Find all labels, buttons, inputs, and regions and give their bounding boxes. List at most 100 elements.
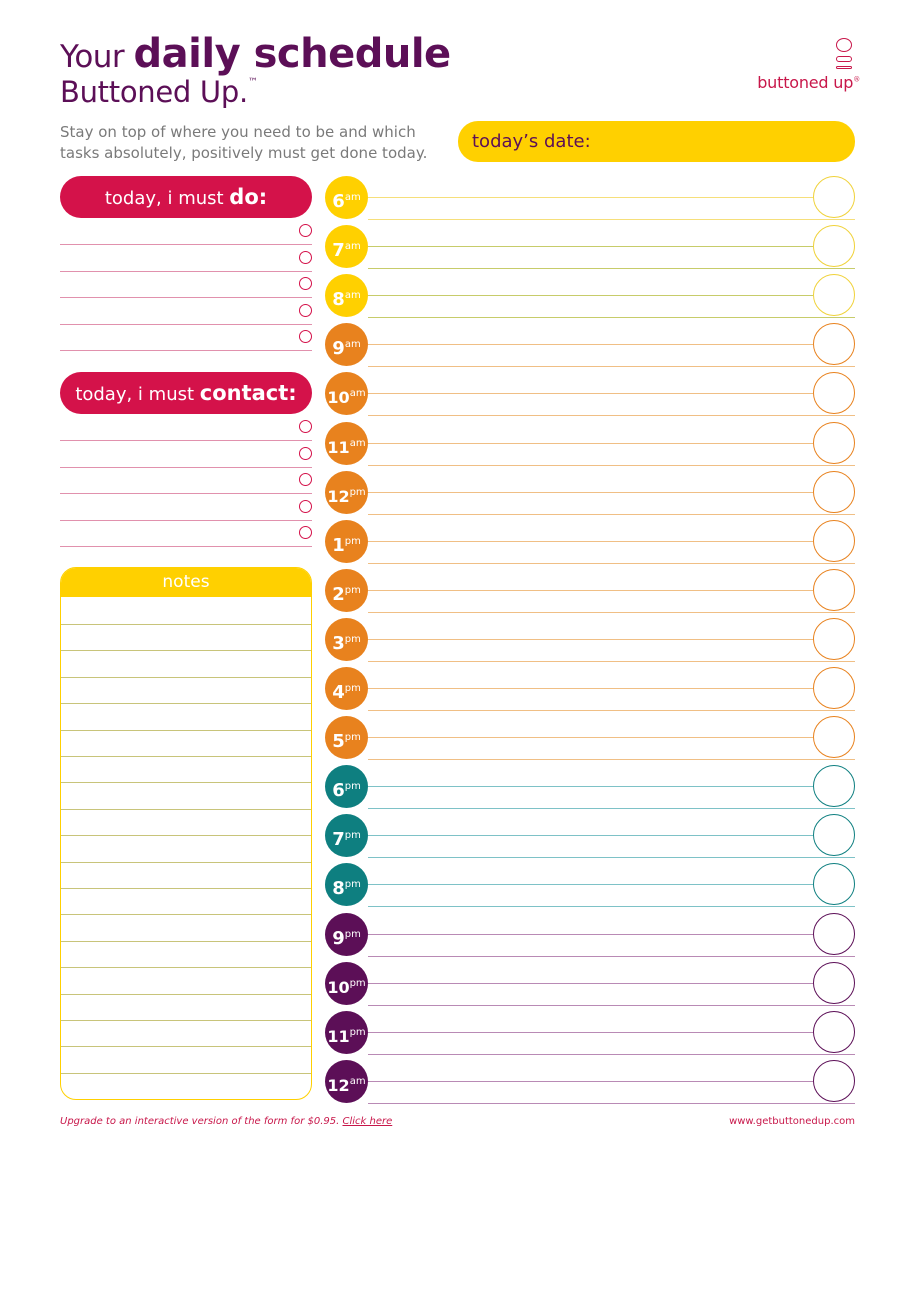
contact-item-line[interactable]	[60, 519, 312, 521]
schedule-row[interactable]: 5pm	[325, 716, 855, 765]
schedule-row[interactable]: 2pm	[325, 568, 855, 618]
hour-check-circle[interactable]	[813, 372, 855, 415]
hour-check-circle[interactable]	[813, 176, 855, 218]
hour-check-circle[interactable]	[813, 912, 855, 955]
contact-item-checkbox[interactable]	[299, 499, 312, 513]
schedule-row[interactable]: 4pm	[325, 667, 855, 716]
hour-divider	[368, 857, 855, 859]
contact-item-checkbox[interactable]	[299, 420, 312, 433]
notes-line[interactable]	[61, 940, 311, 942]
hour-badge: 7am	[325, 225, 368, 269]
hour-number: 3	[332, 632, 345, 654]
hour-check-circle[interactable]	[813, 568, 855, 611]
schedule-row[interactable]: 1pm	[325, 519, 855, 569]
hour-number: 6	[332, 191, 345, 212]
schedule-row[interactable]: 8pm	[325, 863, 855, 912]
contact-item-line[interactable]	[60, 546, 312, 547]
hour-check-circle[interactable]	[813, 961, 855, 1004]
hour-check-circle[interactable]	[813, 225, 855, 268]
notes-line[interactable]	[61, 993, 311, 995]
notes-panel: notes	[60, 567, 312, 1100]
todo-item-line[interactable]	[60, 323, 312, 325]
notes-line[interactable]	[61, 835, 311, 837]
schedule-row[interactable]: 11pm	[325, 1010, 855, 1060]
schedule-row[interactable]: 8am	[325, 274, 855, 323]
todo-item-checkbox[interactable]	[299, 277, 312, 290]
todo-item-checkbox[interactable]	[299, 303, 312, 317]
schedule-row[interactable]: 7pm	[325, 814, 855, 863]
hour-line	[368, 688, 813, 689]
buttons-icon	[834, 38, 854, 69]
hour-check-circle[interactable]	[813, 863, 855, 906]
notes-line[interactable]	[61, 756, 311, 757]
schedule-row[interactable]: 9pm	[325, 912, 855, 962]
upgrade-note: Upgrade to an interactive version of the…	[60, 1116, 392, 1127]
todo-item-line[interactable]	[60, 350, 312, 351]
schedule-row[interactable]: 7am	[325, 225, 855, 274]
contact-item-checkbox[interactable]	[299, 526, 312, 539]
hour-divider	[368, 710, 855, 711]
contact-item-checkbox[interactable]	[299, 446, 312, 460]
hour-check-circle[interactable]	[813, 470, 855, 513]
notes-line[interactable]	[61, 624, 311, 625]
hour-check-circle[interactable]	[813, 667, 855, 709]
hour-divider	[368, 268, 855, 270]
contact-item-line[interactable]	[60, 440, 312, 441]
todo-item-line[interactable]	[60, 297, 312, 298]
contact-item-line[interactable]	[60, 493, 312, 494]
hour-check-circle[interactable]	[813, 814, 855, 857]
todo-item-checkbox[interactable]	[299, 250, 312, 264]
hour-check-circle[interactable]	[813, 765, 855, 808]
website-url[interactable]: www.getbuttonedup.com	[729, 1116, 855, 1127]
schedule-row[interactable]: 6am	[325, 176, 855, 225]
notes-line[interactable]	[61, 650, 311, 652]
todo-item-line[interactable]	[60, 270, 312, 272]
hour-check-circle[interactable]	[813, 1059, 855, 1102]
schedule-row[interactable]: 11am	[325, 421, 855, 471]
hour-check-circle[interactable]	[813, 617, 855, 660]
hour-line	[368, 295, 813, 297]
schedule-row[interactable]: 10pm	[325, 961, 855, 1011]
date-label: today’s date:	[472, 131, 591, 152]
hour-badge: 7pm	[325, 814, 368, 858]
notes-line[interactable]	[61, 861, 311, 863]
hour-check-circle[interactable]	[813, 274, 855, 317]
hour-line	[368, 835, 813, 837]
todo-item-checkbox[interactable]	[299, 224, 312, 237]
hour-divider	[368, 415, 855, 417]
hour-check-circle[interactable]	[813, 421, 855, 464]
notes-line[interactable]	[61, 782, 311, 784]
notes-line[interactable]	[61, 1046, 311, 1048]
hour-check-circle[interactable]	[813, 1010, 855, 1053]
notes-line[interactable]	[61, 729, 311, 731]
schedule-row[interactable]: 9am	[325, 323, 855, 372]
notes-line[interactable]	[61, 1072, 311, 1074]
notes-line[interactable]	[61, 676, 311, 678]
hour-suffix: pm	[349, 977, 366, 989]
hour-divider	[368, 219, 855, 220]
notes-line[interactable]	[61, 1020, 311, 1021]
schedule-row[interactable]: 6pm	[325, 765, 855, 814]
contact-item-line[interactable]	[60, 466, 312, 468]
schedule-row[interactable]: 3pm	[325, 617, 855, 667]
notes-line[interactable]	[61, 703, 311, 705]
hour-badge: 3pm	[325, 617, 368, 661]
notes-line[interactable]	[61, 967, 311, 969]
todo-item-line[interactable]	[60, 244, 312, 245]
hour-check-circle[interactable]	[813, 716, 855, 759]
notes-line[interactable]	[61, 1099, 311, 1100]
contact-item-checkbox[interactable]	[299, 473, 312, 486]
hour-divider	[368, 611, 855, 613]
upgrade-link[interactable]: Click here	[342, 1116, 393, 1127]
date-field[interactable]: today’s date:	[458, 121, 855, 162]
notes-line[interactable]	[61, 914, 311, 916]
hour-check-circle[interactable]	[813, 323, 855, 366]
notes-line[interactable]	[61, 808, 311, 810]
button-side-icon	[836, 56, 852, 62]
schedule-row[interactable]: 12pm	[325, 470, 855, 520]
schedule-row[interactable]: 12am	[325, 1059, 855, 1109]
todo-item-checkbox[interactable]	[299, 330, 312, 343]
hour-check-circle[interactable]	[813, 519, 855, 562]
schedule-row[interactable]: 10am	[325, 372, 855, 421]
notes-line[interactable]	[61, 888, 311, 889]
